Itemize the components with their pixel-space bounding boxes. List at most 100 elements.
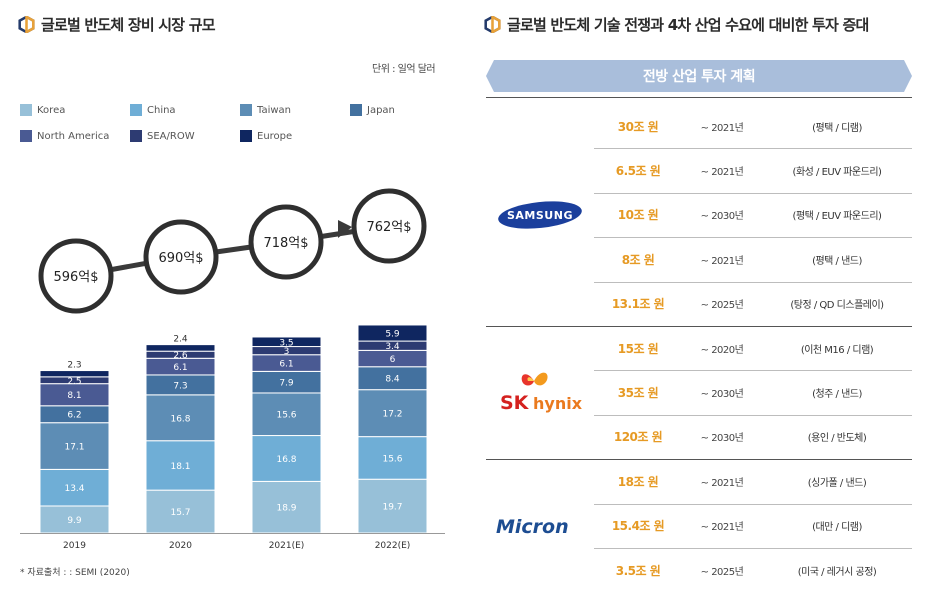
bar-value-label: 15.7 <box>170 508 190 518</box>
bar-value-label: 13.4 <box>64 484 84 494</box>
plan-year: ~ 2025년 <box>700 300 744 312</box>
group-divider <box>486 459 912 461</box>
row-divider <box>594 503 912 505</box>
bar-segment <box>145 440 216 491</box>
hexagon-icon <box>18 16 35 33</box>
bar-value-label: 19.7 <box>382 503 402 513</box>
plan-amount: 13.1조 원 <box>611 297 665 312</box>
legend-swatch <box>20 104 32 116</box>
bar-value-label: 2.6 <box>173 351 188 361</box>
plan-location: (대만 / 디램) <box>812 522 862 534</box>
trend-circle-label: 596억$ <box>53 270 98 285</box>
legend-label: China <box>147 104 176 116</box>
plan-location: (평택 / EUV 파운드리) <box>792 211 882 223</box>
samsung-logo-text: SAMSUNG <box>507 209 573 222</box>
bar-value-label: 6.2 <box>67 411 81 421</box>
plan-row: 3.5조 원 ~ 2025년 (미국 / 레거시 공정) <box>594 548 912 592</box>
hynix-text: hynix <box>533 394 583 413</box>
legend-swatch <box>20 130 32 142</box>
plan-amount: 8조 원 <box>621 252 655 267</box>
trend-circle <box>143 219 219 295</box>
x-tick-label: 2020 <box>169 541 192 551</box>
plan-row: 18조 원 ~ 2021년 (싱가폴 / 낸드) <box>594 459 912 503</box>
bar-segment <box>251 392 322 437</box>
plan-year: ~ 2021년 <box>700 166 744 178</box>
bar-segment <box>251 336 322 348</box>
legend-item: Europe <box>240 130 292 142</box>
trend-circle <box>248 204 324 280</box>
row-divider <box>594 237 912 239</box>
legend-label: Korea <box>37 104 66 116</box>
trend-circle <box>351 188 427 264</box>
plan-year: ~ 2021년 <box>700 255 744 267</box>
bar-value-label: 2.4 <box>173 335 188 345</box>
legend-item: Taiwan <box>240 104 291 116</box>
x-tick-label: 2019 <box>63 541 86 551</box>
plan-amount: 6.5조 원 <box>615 163 661 178</box>
bar-value-label: 18.9 <box>276 504 296 514</box>
bar-segment <box>357 436 428 480</box>
legend-swatch <box>130 130 142 142</box>
plan-amount: 10조 원 <box>617 208 659 223</box>
row-divider <box>594 548 912 549</box>
sk-butterfly-icon <box>521 372 548 386</box>
plan-location: (화성 / EUV 파운드리) <box>792 166 882 178</box>
plan-amount: 15.4조 원 <box>611 519 665 534</box>
plan-row: 6.5조 원 ~ 2021년 (화성 / EUV 파운드리) <box>594 148 912 192</box>
bar-value-label: 3.5 <box>279 338 293 348</box>
bar-segment <box>39 370 110 378</box>
bar-segment <box>145 344 216 352</box>
plan-year: ~ 2025년 <box>700 566 744 578</box>
stacked-bar-chart: 596억$ 690억$ 718억$ 762억$ 9.9 13.4 17.1 6.2 8.1 2.5… <box>20 188 445 551</box>
legend-item: North America <box>20 130 109 142</box>
row-divider <box>594 148 912 150</box>
plan-row: 13.1조 원 ~ 2025년 (탕정 / QD 디스플레이) <box>594 282 912 326</box>
bar-value-label: 6.1 <box>279 360 293 370</box>
row-divider <box>594 370 912 372</box>
plan-amount: 3.5조 원 <box>615 563 661 578</box>
legend-label: Taiwan <box>257 104 292 116</box>
bar-value-label: 16.8 <box>276 455 296 465</box>
legend-item: Japan <box>350 104 395 116</box>
unit-note: 단위 : 일억 달러 <box>372 64 436 75</box>
bar-value-label: 17.1 <box>64 443 84 453</box>
trend-arrow-icon <box>338 220 352 238</box>
bar-value-label: 16.8 <box>170 414 190 424</box>
bar-value-label: 3 <box>284 347 290 357</box>
bar-value-label: 17.2 <box>382 410 402 420</box>
plan-header: 전방 산업 투자 계획 <box>486 60 912 92</box>
bar-value-label: 2.5 <box>67 377 81 387</box>
plan-row: 8조 원 ~ 2021년 (평택 / 낸드) <box>594 237 912 281</box>
bar-segment <box>145 489 216 534</box>
x-tick-label: 2021(E) <box>269 541 305 551</box>
legend-item: China <box>130 104 176 116</box>
bar-value-label: 15.6 <box>276 411 296 421</box>
trend-line <box>75 223 390 279</box>
legend-swatch <box>130 104 142 116</box>
plan-location: (평택 / 낸드) <box>812 255 862 267</box>
hexagon-icon <box>484 16 501 33</box>
samsung-logo: SAMSUNG <box>497 199 583 235</box>
micron-logo: Micron <box>494 511 586 545</box>
legend-label: Europe <box>257 130 293 142</box>
bar-value-label: 8.4 <box>385 375 400 385</box>
group-divider <box>486 326 912 327</box>
bar-segment <box>39 468 110 507</box>
trend-circle-label: 718억$ <box>263 236 308 251</box>
plan-location: (싱가폴 / 낸드) <box>807 477 867 489</box>
sk-hynix-logo: SK hynix <box>500 367 584 419</box>
bar-value-label: 6.1 <box>173 363 187 373</box>
row-divider <box>594 414 912 416</box>
plan-year: ~ 2030년 <box>700 433 744 445</box>
plan-location: (청주 / 낸드) <box>812 388 862 400</box>
bar-segment <box>145 394 216 442</box>
sk-text: SK <box>500 392 530 414</box>
right-title-text: 글로벌 반도체 기술 전쟁과 4차 산업 수요에 대비한 투자 증대 <box>507 16 869 34</box>
legend-item: Korea <box>20 104 65 116</box>
bar-segment <box>357 324 428 342</box>
legend-swatch <box>240 104 252 116</box>
trend-circle-label: 690억$ <box>158 251 203 266</box>
row-divider <box>594 192 912 194</box>
bar-value-label: 8.1 <box>67 391 81 401</box>
plan-row: 35조 원 ~ 2030년 (청주 / 낸드) <box>594 370 912 414</box>
